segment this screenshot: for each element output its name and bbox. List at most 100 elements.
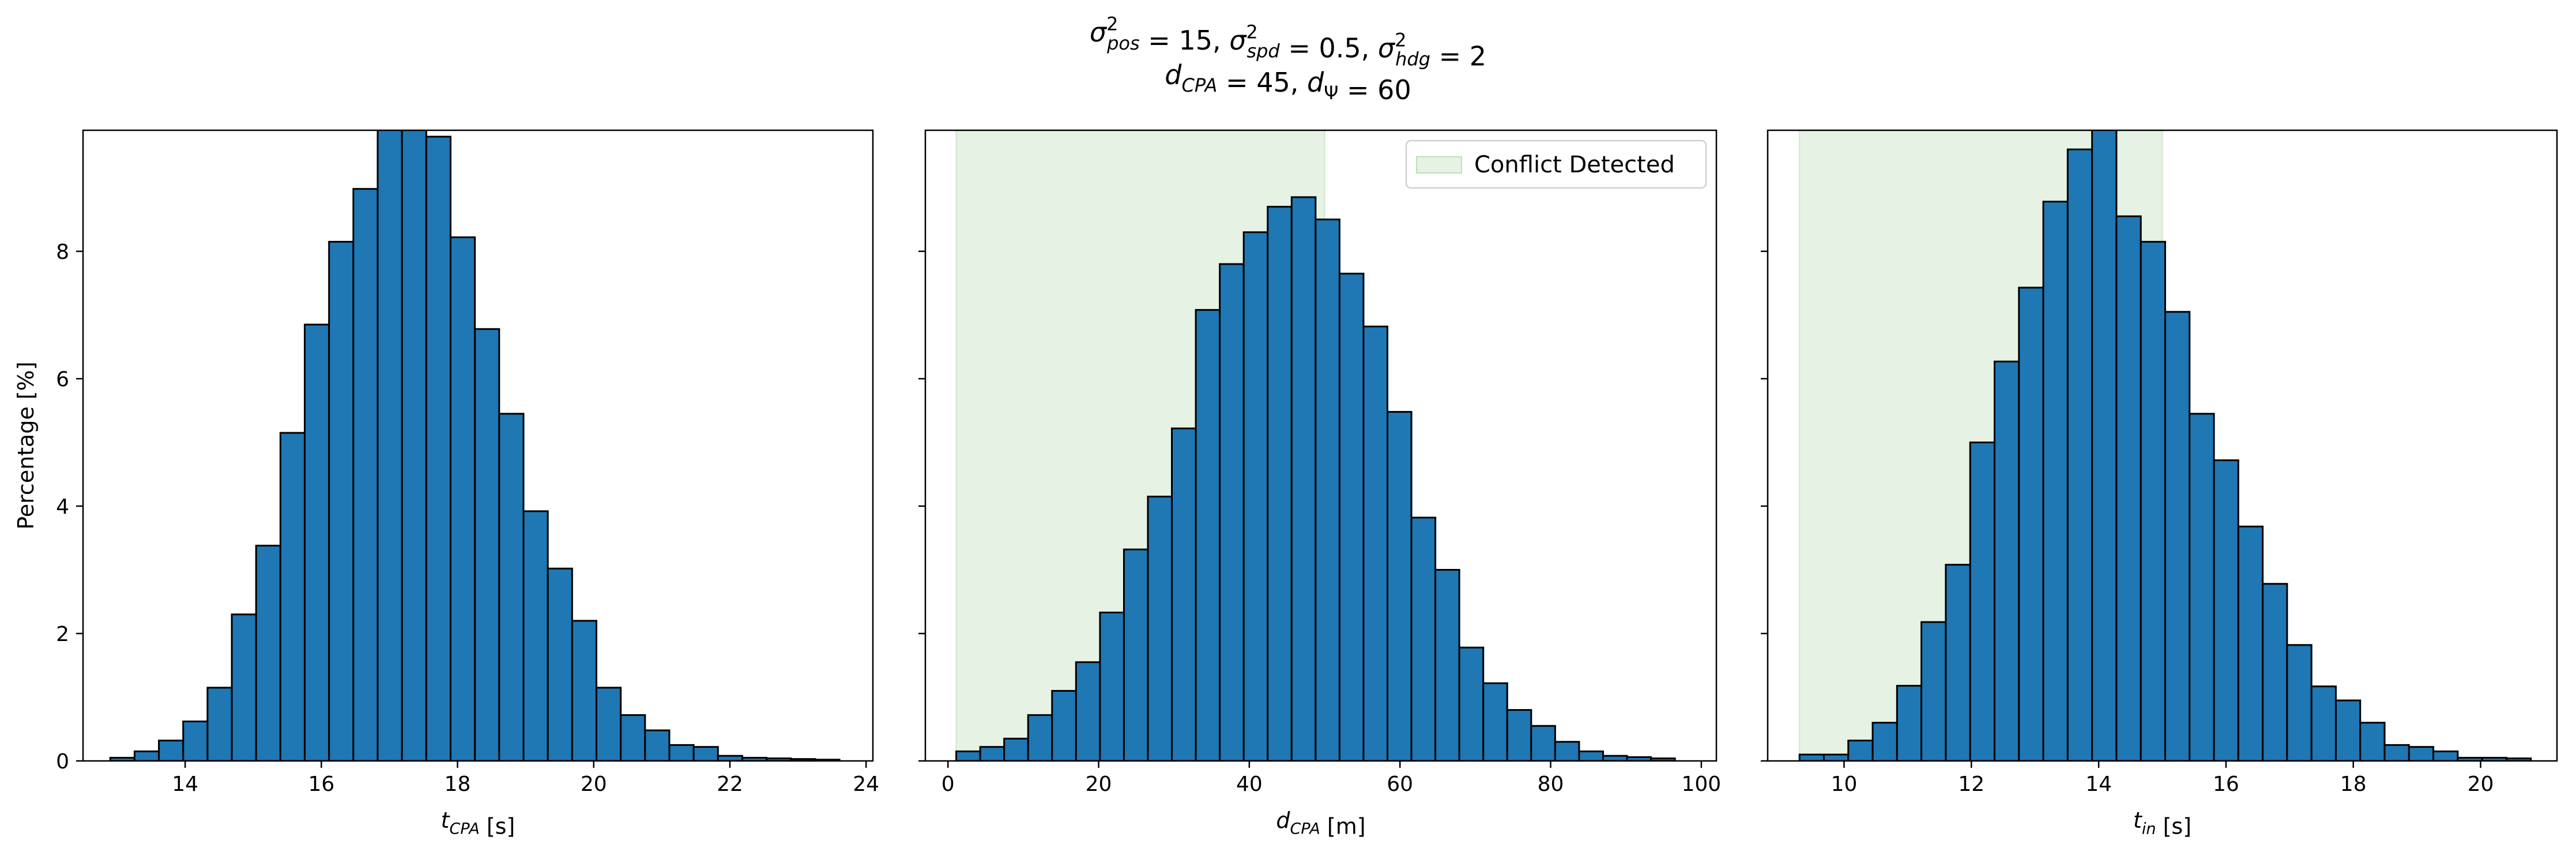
y-axis-label: Percentage [%]	[13, 361, 39, 530]
histogram-bar	[955, 750, 981, 761]
axes-frame	[1767, 129, 2558, 762]
histogram-bar	[2164, 311, 2191, 761]
histogram-bar	[1410, 517, 1437, 761]
x-tick-label: 100	[1682, 772, 1722, 796]
histogram-panel-tin: 10 12 14 16 18 20 tin [s]	[1761, 129, 2558, 839]
histogram-bar	[1434, 568, 1460, 761]
histogram-bar	[2359, 722, 2386, 761]
x-tick-label: 80	[1538, 772, 1564, 796]
x-tick-label: 0	[941, 772, 955, 796]
histogram-bar	[2237, 525, 2264, 761]
histogram-bar	[1219, 263, 1245, 761]
histogram-bar	[1530, 725, 1556, 761]
histogram-bar	[2505, 757, 2532, 761]
histogram-bar	[1993, 360, 2020, 761]
histogram-bar	[1027, 714, 1053, 761]
histogram-bar	[2213, 459, 2239, 761]
histogram-bar	[1147, 495, 1173, 761]
histogram-bar	[352, 188, 379, 761]
histogram-bar	[1650, 757, 1676, 761]
histogram-bar	[644, 729, 671, 761]
histogram-bar	[1290, 196, 1317, 761]
histogram-bar	[206, 687, 233, 761]
histogram-bar	[425, 135, 452, 761]
histogram-bar	[1099, 612, 1125, 761]
histogram-bar	[1896, 685, 1923, 761]
histogram-bar	[304, 323, 330, 761]
histogram-bar	[2140, 240, 2166, 761]
histogram-bar	[255, 544, 281, 761]
histogram-bar	[522, 510, 549, 761]
histogram-bar	[2286, 644, 2313, 761]
x-axis-label: tin [s]	[2133, 808, 2191, 839]
histogram-bar	[158, 740, 184, 761]
histogram-bar	[231, 613, 257, 761]
histogram-bar	[1554, 741, 1580, 761]
histogram-bar	[1338, 273, 1365, 761]
histogram-bar	[2115, 215, 2142, 761]
axes-frame	[82, 129, 874, 762]
histogram-bar	[2408, 746, 2435, 761]
histogram-bar	[1315, 218, 1340, 761]
histogram-bar	[1871, 722, 1898, 761]
histogram-bar	[620, 714, 646, 761]
x-tick-label: 18	[2340, 772, 2367, 796]
x-tick-label: 22	[717, 772, 743, 796]
x-tick-label: 20	[2468, 772, 2494, 796]
histogram-bar	[1123, 548, 1149, 761]
x-tick-label: 60	[1387, 772, 1413, 796]
histogram-bar	[1506, 709, 1532, 761]
histogram-bar	[376, 130, 403, 761]
y-tick-label: 4	[56, 495, 69, 519]
histogram-bar	[1602, 755, 1628, 761]
histogram-bar	[1847, 740, 1874, 761]
x-tick-label: 12	[1958, 772, 1984, 796]
histogram-bar	[1362, 325, 1389, 761]
y-tick-label: 0	[56, 750, 69, 774]
histogram-bar	[1267, 206, 1293, 761]
histogram-bar	[401, 130, 427, 761]
x-tick-label: 10	[1831, 772, 1858, 796]
x-axis-label: dCPA [m]	[1276, 808, 1365, 839]
x-tick-label: 24	[853, 772, 879, 796]
histogram-bar	[182, 720, 209, 761]
histogram-bar	[1920, 621, 1947, 761]
histogram-bar	[1458, 646, 1485, 761]
histogram-bar	[2383, 744, 2410, 761]
figure-title-line1: σ2 pos = 15, σ2 spd = 0.5, σ2 hdg = 2	[1090, 13, 1486, 72]
x-tick-label: 14	[172, 772, 198, 796]
histogram-bar	[1242, 231, 1269, 761]
histogram-bar	[1798, 753, 1825, 761]
histogram-bar	[133, 750, 160, 761]
histogram-bar	[1969, 441, 1995, 761]
x-tick-label: 40	[1236, 772, 1263, 796]
histogram-bar	[2018, 286, 2044, 761]
histogram-bar	[692, 746, 719, 761]
histogram-panel-dcpa: 0 20 40 60 80 100 dCPA [m] Conflict Detected	[918, 129, 1722, 839]
histogram-bar	[668, 744, 695, 761]
x-tick-label: 16	[2213, 772, 2239, 796]
axes-frame	[924, 129, 1718, 762]
histogram-bar	[2262, 583, 2288, 761]
histogram-bar	[498, 413, 525, 761]
histogram-bar	[1482, 682, 1508, 761]
histogram-bar	[328, 240, 355, 761]
histogram-bar	[1075, 661, 1101, 761]
y-tick-label: 8	[56, 240, 69, 264]
legend: Conflict Detected	[1405, 140, 1707, 189]
x-axis-label: tCPA [s]	[441, 808, 515, 839]
histogram-bar	[979, 746, 1005, 761]
histogram-bar	[1195, 309, 1221, 761]
x-tick-label: 18	[445, 772, 471, 796]
x-tick-label: 16	[308, 772, 334, 796]
histogram-bar	[1822, 753, 1850, 761]
histogram-bar	[2310, 685, 2337, 761]
histogram-bar	[2091, 130, 2118, 761]
x-tick-label: 14	[2085, 772, 2112, 796]
legend-label: Conflict Detected	[1474, 152, 1675, 178]
histogram-bar	[717, 755, 743, 761]
histogram-bar	[1171, 427, 1197, 761]
histogram-bar	[571, 620, 598, 761]
